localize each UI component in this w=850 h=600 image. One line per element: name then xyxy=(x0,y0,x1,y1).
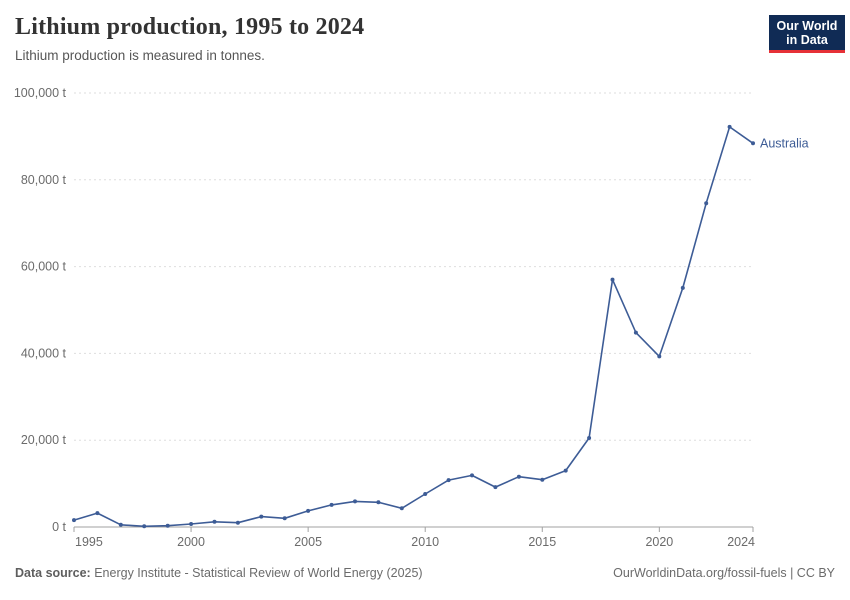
data-point[interactable] xyxy=(587,436,592,440)
x-tick-label: 2010 xyxy=(411,535,439,549)
data-point[interactable] xyxy=(235,520,240,525)
x-tick-label: 2015 xyxy=(528,535,556,549)
data-point[interactable] xyxy=(727,124,732,129)
data-point[interactable] xyxy=(540,477,545,482)
data-point[interactable] xyxy=(376,500,381,505)
data-point[interactable] xyxy=(142,524,147,529)
data-point[interactable] xyxy=(399,506,404,511)
data-point[interactable] xyxy=(610,277,615,282)
data-point[interactable] xyxy=(423,492,428,496)
series-australia[interactable]: Australia xyxy=(72,124,809,529)
chart-title: Lithium production, 1995 to 2024 xyxy=(15,14,365,40)
x-axis-ticks xyxy=(73,527,754,532)
chart-subtitle: Lithium production is measured in tonnes… xyxy=(15,48,265,63)
x-tick-label: 2024 xyxy=(727,535,755,549)
data-point[interactable] xyxy=(493,485,498,490)
data-point[interactable] xyxy=(353,499,357,504)
data-point[interactable] xyxy=(657,354,662,359)
data-point[interactable] xyxy=(259,514,264,519)
data-source-text: Energy Institute - Statistical Review of… xyxy=(90,566,423,580)
data-point[interactable] xyxy=(446,478,451,483)
series-end-label[interactable]: Australia xyxy=(760,136,809,150)
data-point[interactable] xyxy=(563,468,568,473)
data-point[interactable] xyxy=(704,201,709,206)
data-point[interactable] xyxy=(165,523,170,528)
x-tick-label: 2000 xyxy=(177,535,205,549)
owid-logo: Our World in Data xyxy=(769,15,845,53)
owid-logo-line1: Our World xyxy=(776,18,838,33)
data-point[interactable] xyxy=(516,474,521,479)
chart-footer: Data source: Energy Institute - Statisti… xyxy=(15,566,835,580)
data-source: Data source: Energy Institute - Statisti… xyxy=(15,566,423,580)
data-point[interactable] xyxy=(306,508,311,513)
y-tick-label: 80,000 t xyxy=(21,173,67,187)
y-tick-label: 60,000 t xyxy=(21,260,67,274)
y-tick-label: 100,000 t xyxy=(14,86,67,100)
x-axis-labels: 1995 2000 2005 2010 2015 2020 2024 xyxy=(75,535,755,549)
y-tick-label: 40,000 t xyxy=(21,346,67,360)
owid-logo-line2: in Data xyxy=(786,32,828,47)
data-source-label: Data source: xyxy=(15,566,91,580)
data-point[interactable] xyxy=(329,502,334,507)
x-tick-label: 2005 xyxy=(294,535,322,549)
chart-area[interactable]: 0 t 20,000 t 40,000 t 60,000 t 80,000 t 100,0… xyxy=(0,80,850,565)
y-gridlines xyxy=(74,92,753,528)
data-point[interactable] xyxy=(751,141,755,146)
data-point[interactable] xyxy=(212,519,217,524)
data-point[interactable] xyxy=(118,522,123,527)
line-chart[interactable]: 0 t 20,000 t 40,000 t 60,000 t 80,000 t 100,0… xyxy=(0,80,850,560)
data-point[interactable] xyxy=(95,511,100,516)
data-point[interactable] xyxy=(633,330,638,335)
data-point[interactable] xyxy=(680,285,685,290)
data-point[interactable] xyxy=(470,473,474,478)
y-axis-labels: 0 t 20,000 t 40,000 t 60,000 t 80,000 t 100,0… xyxy=(14,86,67,534)
data-point[interactable] xyxy=(189,522,194,526)
chart-header: Lithium production, 1995 to 2024 Lithium… xyxy=(15,14,750,63)
license-note: OurWorldinData.org/fossil-fuels | CC BY xyxy=(613,566,835,580)
x-tick-label: 2020 xyxy=(645,535,673,549)
x-tick-label: 1995 xyxy=(75,535,103,549)
data-point[interactable] xyxy=(282,516,287,521)
data-point[interactable] xyxy=(72,518,76,523)
series-line[interactable] xyxy=(73,126,754,528)
y-tick-label: 0 t xyxy=(52,520,66,534)
y-tick-label: 20,000 t xyxy=(21,433,67,447)
